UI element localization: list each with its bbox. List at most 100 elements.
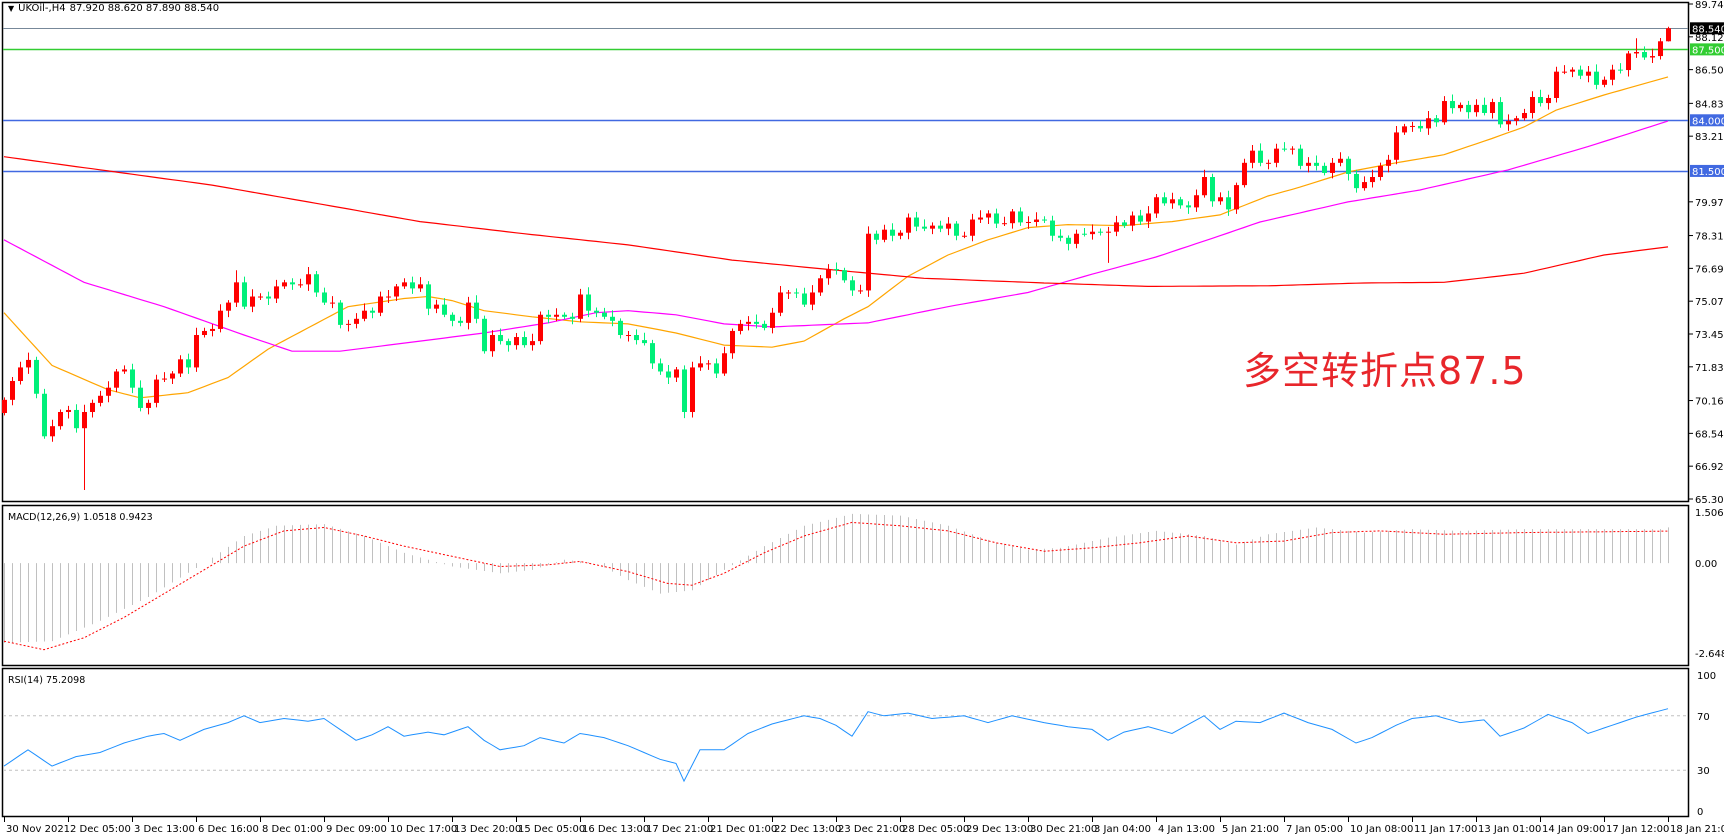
- candle: [250, 289, 255, 313]
- candle: [922, 219, 927, 232]
- candle: [138, 380, 143, 412]
- candle: [450, 312, 455, 327]
- candle-body: [1410, 125, 1415, 127]
- candle-body: [866, 233, 871, 291]
- candle-body: [2, 399, 7, 414]
- candle-body: [386, 296, 391, 298]
- candle-body: [1162, 197, 1167, 204]
- candle: [1418, 120, 1423, 132]
- candle: [1154, 194, 1159, 218]
- candle-body: [1242, 162, 1247, 186]
- candle: [690, 361, 695, 418]
- candle: [1602, 76, 1607, 88]
- candle-body: [1506, 120, 1511, 125]
- candle-body: [146, 402, 151, 408]
- rsi-tick-label: 100: [1697, 671, 1716, 682]
- candle: [506, 338, 511, 352]
- candle: [650, 339, 655, 369]
- candle: [738, 319, 743, 335]
- candle-body: [794, 292, 799, 294]
- candle-body: [1474, 104, 1479, 113]
- time-tick-label: 10 Dec 17:00: [390, 824, 457, 835]
- time-tick-label: 9 Dec 09:00: [326, 824, 387, 835]
- candle-body: [722, 353, 727, 374]
- candle: [874, 230, 879, 245]
- candle-body: [1394, 132, 1399, 160]
- candle-body: [1522, 112, 1527, 119]
- candle: [410, 276, 415, 294]
- candle-body: [1538, 96, 1543, 104]
- candle-body: [1170, 199, 1175, 204]
- rsi-panel[interactable]: [1, 667, 1690, 818]
- candle-body: [202, 330, 207, 336]
- candle: [1170, 192, 1175, 209]
- candle-body: [82, 411, 87, 429]
- candle-body: [274, 286, 279, 299]
- candle: [898, 230, 903, 240]
- candles: [2, 26, 1671, 490]
- candle: [770, 307, 775, 334]
- candle-body: [882, 229, 887, 240]
- candle-body: [290, 282, 295, 285]
- price-tick-label: 70.165: [1695, 397, 1724, 408]
- candle: [1146, 206, 1151, 229]
- candle-body: [626, 335, 631, 337]
- triangle-down-icon[interactable]: ▼: [8, 4, 15, 13]
- candle-body: [994, 213, 999, 224]
- candle-body: [506, 341, 511, 346]
- candle: [1626, 50, 1631, 77]
- annotation-text: 多空转折点87.5: [1243, 349, 1527, 393]
- candle: [546, 309, 551, 324]
- candle-body: [1138, 215, 1143, 222]
- rsi-tick-label: 70: [1697, 712, 1710, 723]
- macd-panel[interactable]: [1, 504, 1690, 667]
- time-tick-label: 18 Jan 21:00: [1670, 824, 1724, 835]
- time-tick-label: 13 Dec 20:00: [454, 824, 521, 835]
- price-tick-label: 65.305: [1695, 495, 1724, 506]
- candle: [2, 397, 7, 416]
- candle-body: [1122, 222, 1127, 226]
- candle: [226, 300, 231, 318]
- candle: [234, 270, 239, 308]
- candle-body: [138, 387, 143, 408]
- main-panel[interactable]: [1, 1, 1690, 503]
- candle: [658, 358, 663, 375]
- candle: [1026, 216, 1031, 229]
- candle: [1114, 215, 1119, 237]
- candle: [1426, 110, 1431, 135]
- candle: [1058, 229, 1063, 242]
- candle-body: [242, 282, 247, 307]
- candle-body: [26, 359, 31, 368]
- candle-body: [378, 296, 383, 313]
- candle: [946, 217, 951, 236]
- candle-body: [370, 310, 375, 313]
- candle: [1482, 97, 1487, 116]
- price-line-label: 81.500: [1692, 167, 1724, 178]
- candle: [1434, 115, 1439, 127]
- time-tick-label: 17 Jan 12:00: [1606, 824, 1669, 835]
- candle-body: [426, 284, 431, 309]
- time-tick-label: 16 Dec 13:00: [582, 824, 649, 835]
- candle: [338, 300, 343, 329]
- candle-body: [938, 225, 943, 229]
- candle: [706, 360, 711, 370]
- candle-body: [514, 337, 519, 346]
- candle-body: [858, 290, 863, 292]
- candle: [1562, 65, 1567, 75]
- candle-body: [114, 371, 119, 388]
- candle: [730, 328, 735, 359]
- candle-body: [1002, 223, 1007, 225]
- candle-body: [914, 217, 919, 227]
- candle-body: [978, 217, 983, 220]
- candle: [1042, 216, 1047, 223]
- candle: [858, 284, 863, 294]
- candle: [1074, 229, 1079, 249]
- candle-body: [1074, 233, 1079, 244]
- candle-body: [1546, 97, 1551, 104]
- candle: [1402, 123, 1407, 135]
- candle: [402, 278, 407, 289]
- candle-body: [170, 373, 175, 379]
- price-tick-label: 68.545: [1695, 429, 1724, 440]
- candle-body: [642, 340, 647, 344]
- time-tick-label: 5 Jan 21:00: [1222, 824, 1279, 835]
